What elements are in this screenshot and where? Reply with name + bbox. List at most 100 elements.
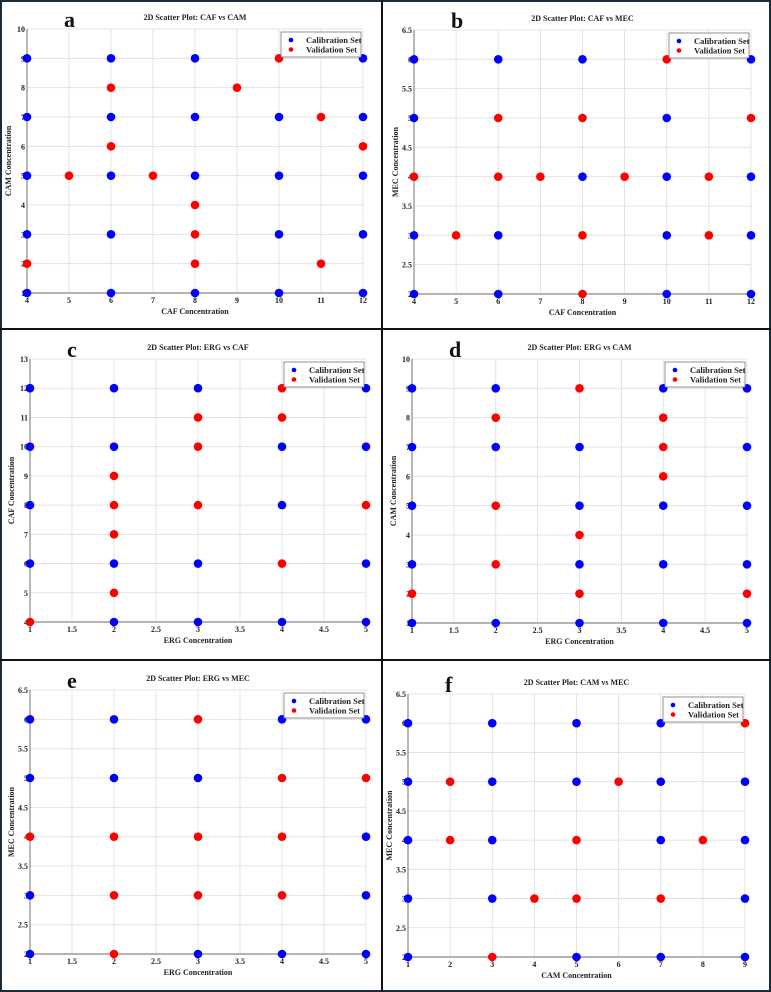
- y-tick-label: 2.5: [18, 921, 28, 930]
- data-point: [407, 442, 417, 452]
- data-point: [403, 952, 413, 962]
- data-point: [25, 383, 35, 393]
- validation-series: [407, 384, 752, 598]
- y-tick-label: 12: [20, 384, 28, 393]
- data-point: [578, 55, 587, 64]
- data-point: [704, 231, 714, 240]
- data-point: [572, 718, 581, 728]
- data-point: [25, 891, 35, 900]
- grid: [26, 28, 364, 294]
- legend-marker-icon: [672, 377, 678, 382]
- x-tick-label: 1.5: [67, 625, 77, 634]
- data-point: [409, 172, 419, 181]
- data-point: [25, 773, 35, 783]
- x-tick-label: 1: [28, 625, 32, 634]
- data-point: [740, 777, 750, 786]
- data-point: [358, 288, 368, 298]
- legend-marker-icon: [291, 708, 297, 713]
- legend-entry: Calibration Set: [694, 36, 750, 46]
- data-point: [572, 777, 581, 786]
- data-point: [22, 288, 32, 298]
- x-tick-label: 10: [663, 297, 671, 306]
- y-axis-label: CAF Concentration: [7, 456, 16, 524]
- legend-entry: Validation Set: [688, 710, 739, 720]
- data-point: [193, 413, 203, 422]
- data-point: [193, 383, 203, 393]
- y-tick-label: 10: [20, 443, 28, 452]
- legend-marker-icon: [291, 367, 297, 373]
- x-tick-label: 10: [275, 296, 283, 305]
- legend-marker-icon: [672, 367, 678, 373]
- panel-e: 11.522.533.544.5522.533.544.555.566.52D …: [2, 661, 381, 990]
- data-point: [746, 113, 756, 123]
- x-tick-label: 4: [412, 297, 416, 306]
- data-point: [536, 172, 545, 181]
- y-tick-label: 8: [406, 414, 410, 423]
- data-point: [742, 442, 752, 452]
- data-point: [193, 500, 203, 510]
- data-point: [407, 384, 417, 393]
- data-point: [746, 289, 756, 299]
- data-point: [274, 230, 284, 239]
- x-tick-label: 3.5: [616, 626, 626, 635]
- legend-entry: Validation Set: [309, 375, 360, 385]
- y-tick-label: 10: [17, 25, 25, 34]
- legend-entry: Validation Set: [690, 375, 741, 385]
- calibration-series: [409, 55, 756, 299]
- validation-series: [25, 383, 371, 627]
- data-point: [491, 560, 501, 569]
- x-tick-label: 3: [578, 626, 582, 635]
- data-point: [193, 949, 203, 959]
- data-point: [109, 617, 119, 627]
- y-tick-label: 11: [20, 413, 28, 422]
- y-tick-label: 6.5: [402, 26, 412, 35]
- data-point: [656, 777, 666, 786]
- legend-entry: Calibration Set: [309, 365, 365, 375]
- data-point: [109, 530, 119, 539]
- scatter-plot-b: 45678910111222.533.544.555.566.52D Scatt…: [391, 8, 756, 317]
- x-tick-label: 5: [364, 625, 368, 634]
- x-axis-label: CAF Concentration: [549, 308, 617, 317]
- y-tick-label: 4.5: [402, 143, 412, 152]
- grid: [29, 689, 367, 955]
- y-tick-label: 3.5: [18, 862, 28, 871]
- data-point: [277, 832, 287, 841]
- x-tick-label: 12: [359, 296, 367, 305]
- data-point: [620, 172, 629, 181]
- data-point: [274, 171, 284, 180]
- x-axis-label: CAF Concentration: [161, 307, 229, 316]
- x-tick-label: 3: [196, 957, 200, 966]
- x-tick-label: 1.5: [67, 957, 77, 966]
- y-axis-label: MEC Concentration: [391, 126, 400, 197]
- y-tick-label: 5.5: [396, 748, 406, 757]
- data-point: [662, 113, 672, 123]
- data-point: [109, 832, 119, 841]
- panel-c: 11.522.533.544.55456789101112132D Scatte…: [2, 330, 381, 659]
- x-tick-label: 2: [112, 957, 116, 966]
- data-point: [409, 113, 419, 123]
- legend-marker-icon: [670, 712, 676, 717]
- panel-letter: d: [449, 337, 461, 362]
- data-point: [445, 777, 455, 786]
- data-point: [614, 777, 623, 786]
- x-tick-label: 4: [532, 960, 536, 969]
- data-point: [491, 618, 501, 628]
- validation-series: [445, 718, 750, 962]
- x-tick-label: 7: [151, 296, 155, 305]
- x-tick-label: 8: [193, 296, 197, 305]
- data-point: [409, 231, 419, 240]
- plot-title: 2D Scatter Plot: CAF vs MEC: [531, 14, 634, 23]
- x-tick-label: 6: [617, 960, 621, 969]
- data-point: [491, 384, 501, 393]
- x-tick-label: 1: [410, 626, 414, 635]
- data-point: [493, 55, 503, 64]
- x-axis-label: ERG Concentration: [164, 968, 233, 977]
- plot-title: 2D Scatter Plot: ERG vs CAM: [527, 343, 632, 352]
- data-point: [445, 835, 455, 845]
- data-point: [409, 55, 419, 64]
- y-tick-label: 4: [406, 531, 410, 540]
- y-tick-label: 4.5: [396, 807, 406, 816]
- x-tick-label: 1: [406, 960, 410, 969]
- data-point: [25, 617, 35, 627]
